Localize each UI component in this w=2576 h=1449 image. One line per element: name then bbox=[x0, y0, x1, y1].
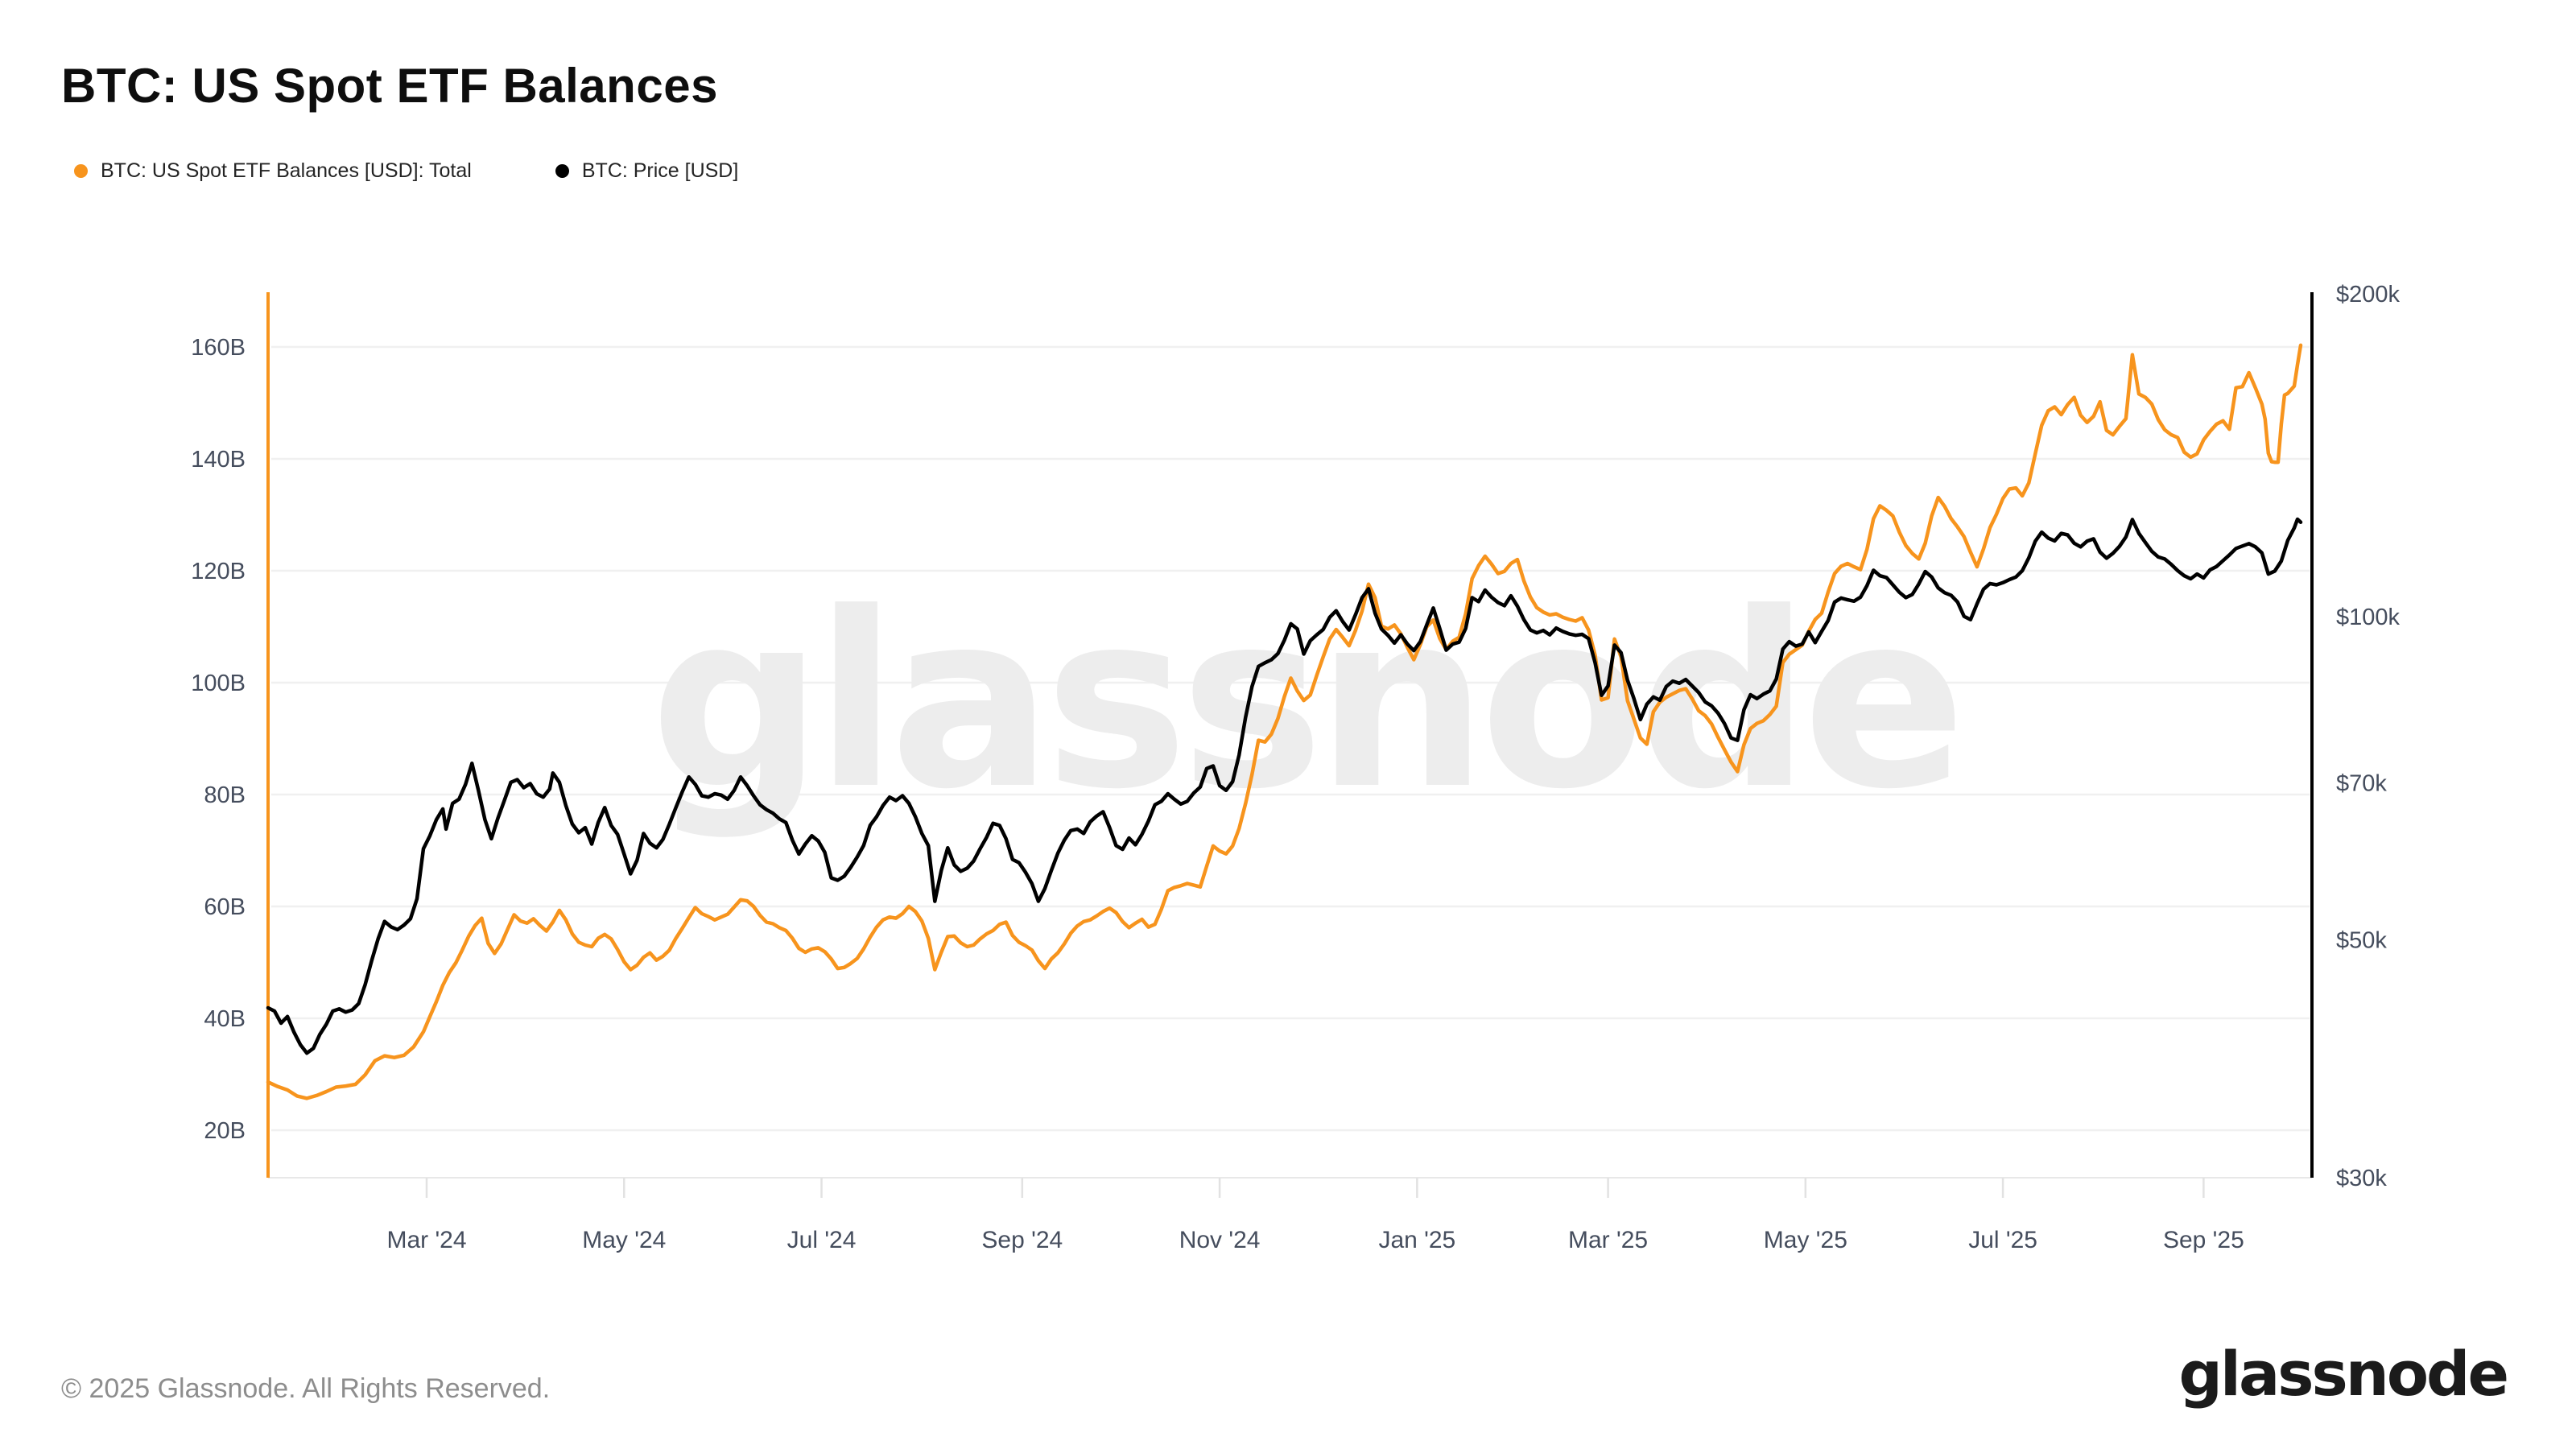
axes bbox=[266, 292, 2314, 1198]
svg-text:$30k: $30k bbox=[2336, 1166, 2387, 1191]
legend-dot-orange-icon bbox=[74, 164, 88, 178]
svg-text:40B: 40B bbox=[204, 1006, 246, 1032]
svg-text:Mar '24: Mar '24 bbox=[386, 1227, 466, 1253]
series-line-btc-price[interactable] bbox=[266, 517, 2303, 1055]
svg-text:140B: 140B bbox=[191, 447, 246, 473]
legend: BTC: US Spot ETF Balances [USD]: Total B… bbox=[74, 159, 738, 183]
svg-text:160B: 160B bbox=[191, 335, 246, 361]
series-line-etf-balances[interactable] bbox=[266, 343, 2303, 1100]
svg-text:Mar '25: Mar '25 bbox=[1568, 1227, 1648, 1253]
legend-label-btc-price: BTC: Price [USD] bbox=[581, 159, 739, 182]
glassnode-logo[interactable]: glassnode bbox=[2178, 1338, 2509, 1410]
svg-text:$200k: $200k bbox=[2336, 282, 2401, 308]
page-title: BTC: US Spot ETF Balances bbox=[61, 59, 718, 113]
svg-text:Jul '25: Jul '25 bbox=[1968, 1227, 2037, 1253]
svg-text:May '24: May '24 bbox=[582, 1227, 666, 1253]
svg-text:20B: 20B bbox=[204, 1118, 246, 1144]
svg-text:May '25: May '25 bbox=[1764, 1227, 1847, 1253]
svg-text:60B: 60B bbox=[204, 894, 246, 920]
svg-text:$100k: $100k bbox=[2336, 605, 2401, 630]
legend-item-btc-price[interactable]: BTC: Price [USD] bbox=[555, 159, 738, 183]
svg-text:$50k: $50k bbox=[2336, 927, 2387, 953]
svg-text:120B: 120B bbox=[191, 559, 246, 584]
legend-label-etf-balances: BTC: US Spot ETF Balances [USD]: Total bbox=[101, 159, 472, 182]
legend-dot-black-icon bbox=[555, 164, 569, 178]
svg-text:Sep '25: Sep '25 bbox=[2163, 1227, 2244, 1253]
svg-text:Sep '24: Sep '24 bbox=[981, 1227, 1063, 1253]
svg-text:Jul '24: Jul '24 bbox=[787, 1227, 857, 1253]
svg-text:Jan '25: Jan '25 bbox=[1378, 1227, 1455, 1253]
svg-text:$70k: $70k bbox=[2336, 771, 2387, 797]
svg-text:100B: 100B bbox=[191, 671, 246, 696]
gridlines bbox=[271, 345, 2310, 1132]
svg-text:80B: 80B bbox=[204, 782, 246, 808]
axis-tick-labels: 160B 140B 120B 100B 80B 60B 40B 20B Mar '24 May '… bbox=[191, 282, 2400, 1253]
series-lines[interactable] bbox=[266, 343, 2303, 1100]
copyright-text: © 2025 Glassnode. All Rights Reserved. bbox=[61, 1373, 551, 1404]
legend-item-etf-balances[interactable]: BTC: US Spot ETF Balances [USD]: Total bbox=[74, 159, 472, 183]
svg-text:Nov '24: Nov '24 bbox=[1179, 1227, 1261, 1253]
